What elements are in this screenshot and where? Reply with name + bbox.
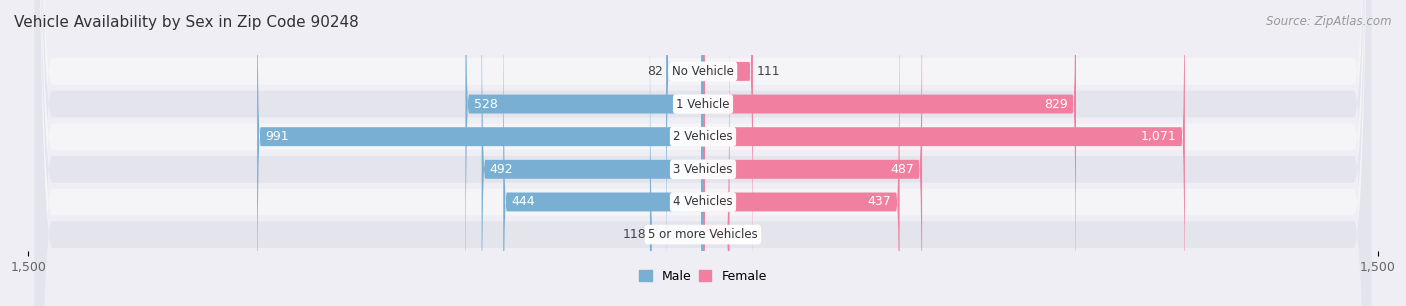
FancyBboxPatch shape: [503, 0, 703, 306]
Text: 4 Vehicles: 4 Vehicles: [673, 196, 733, 208]
FancyBboxPatch shape: [482, 0, 703, 306]
FancyBboxPatch shape: [650, 0, 703, 306]
FancyBboxPatch shape: [34, 0, 1372, 306]
Text: 437: 437: [868, 196, 891, 208]
Text: Source: ZipAtlas.com: Source: ZipAtlas.com: [1267, 15, 1392, 28]
FancyBboxPatch shape: [34, 0, 1372, 306]
Text: 991: 991: [266, 130, 288, 143]
Text: 59: 59: [733, 228, 749, 241]
FancyBboxPatch shape: [703, 0, 1185, 306]
Text: 492: 492: [489, 163, 513, 176]
FancyBboxPatch shape: [703, 0, 1076, 306]
FancyBboxPatch shape: [34, 0, 1372, 306]
FancyBboxPatch shape: [703, 0, 922, 306]
FancyBboxPatch shape: [34, 0, 1372, 306]
Text: 1 Vehicle: 1 Vehicle: [676, 98, 730, 110]
Text: 829: 829: [1045, 98, 1069, 110]
FancyBboxPatch shape: [703, 0, 900, 306]
FancyBboxPatch shape: [666, 0, 703, 306]
Text: 3 Vehicles: 3 Vehicles: [673, 163, 733, 176]
FancyBboxPatch shape: [703, 0, 730, 306]
FancyBboxPatch shape: [703, 0, 754, 306]
Text: 1,071: 1,071: [1142, 130, 1177, 143]
Text: No Vehicle: No Vehicle: [672, 65, 734, 78]
Text: 444: 444: [512, 196, 534, 208]
Text: 82: 82: [647, 65, 662, 78]
FancyBboxPatch shape: [257, 0, 703, 306]
Text: 528: 528: [474, 98, 498, 110]
Text: 118: 118: [623, 228, 647, 241]
Legend: Male, Female: Male, Female: [634, 265, 772, 288]
Text: 487: 487: [890, 163, 914, 176]
Text: 2 Vehicles: 2 Vehicles: [673, 130, 733, 143]
Text: 5 or more Vehicles: 5 or more Vehicles: [648, 228, 758, 241]
FancyBboxPatch shape: [34, 0, 1372, 306]
Text: 111: 111: [756, 65, 780, 78]
Text: Vehicle Availability by Sex in Zip Code 90248: Vehicle Availability by Sex in Zip Code …: [14, 15, 359, 30]
FancyBboxPatch shape: [465, 0, 703, 306]
FancyBboxPatch shape: [34, 0, 1372, 306]
